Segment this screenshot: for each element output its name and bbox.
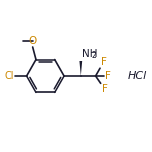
Text: F: F — [102, 84, 108, 94]
Text: NH: NH — [82, 49, 97, 59]
Text: 2: 2 — [91, 52, 96, 60]
Text: O: O — [29, 36, 37, 46]
Text: Cl: Cl — [4, 71, 14, 81]
Polygon shape — [79, 61, 82, 76]
Text: F: F — [105, 71, 111, 81]
Text: HCl: HCl — [128, 71, 147, 81]
Text: F: F — [101, 57, 107, 67]
